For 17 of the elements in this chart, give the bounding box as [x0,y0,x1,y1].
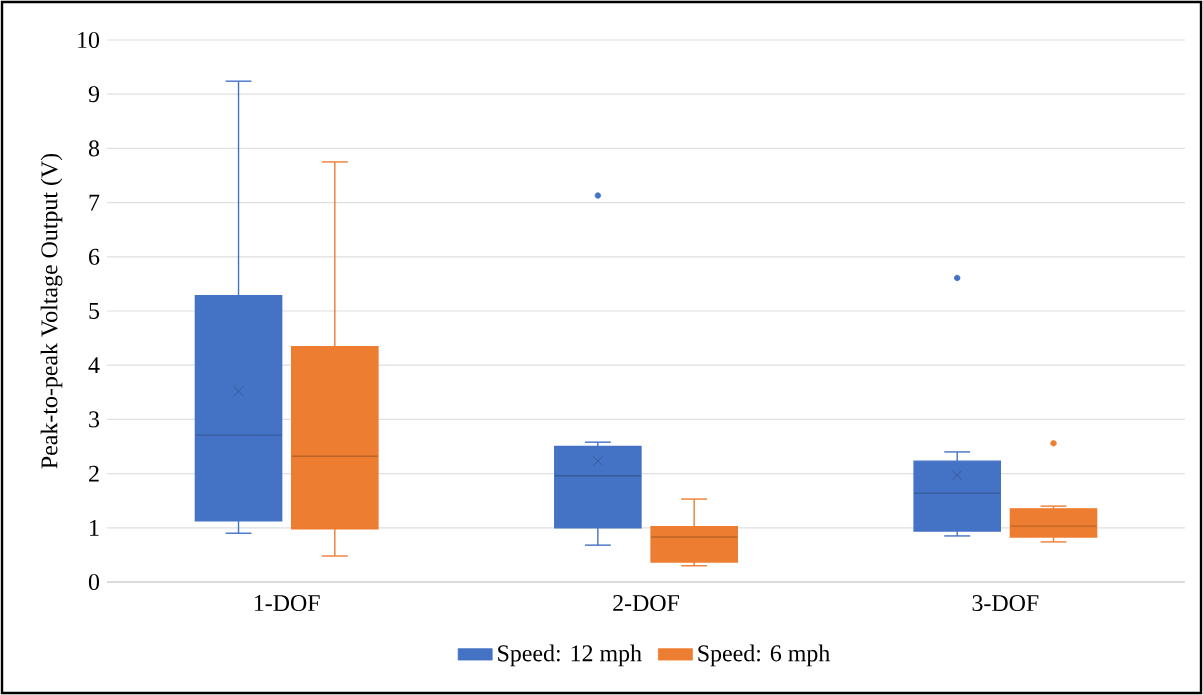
y-tick-label: 4 [88,357,100,374]
y-tick-label: 1 [90,519,99,536]
y-tick-label: 5 [89,303,100,319]
x-tick-label: 2-DOF [613,595,680,612]
y-tick-label: 6 [89,248,100,265]
y-tick-label: 7 [89,194,100,211]
y-tick-label: 9 [88,86,99,103]
y-tick-label: 2 [89,465,99,482]
legend-label: Speed: 6 mph [698,644,830,667]
legend-label: Speed: 12 mph [498,644,642,667]
y-tick-label: 10 [78,31,100,49]
y-tick-label: 0 [88,573,100,591]
y-tick-label: 8 [88,140,100,157]
x-tick-label: 1-DOF [254,595,320,612]
y-axis-title: Peak-to-peak Voltage Output (V) [40,153,63,469]
y-tick-label: 3 [89,411,100,428]
x-tick-label: 3-DOF [972,595,1039,612]
